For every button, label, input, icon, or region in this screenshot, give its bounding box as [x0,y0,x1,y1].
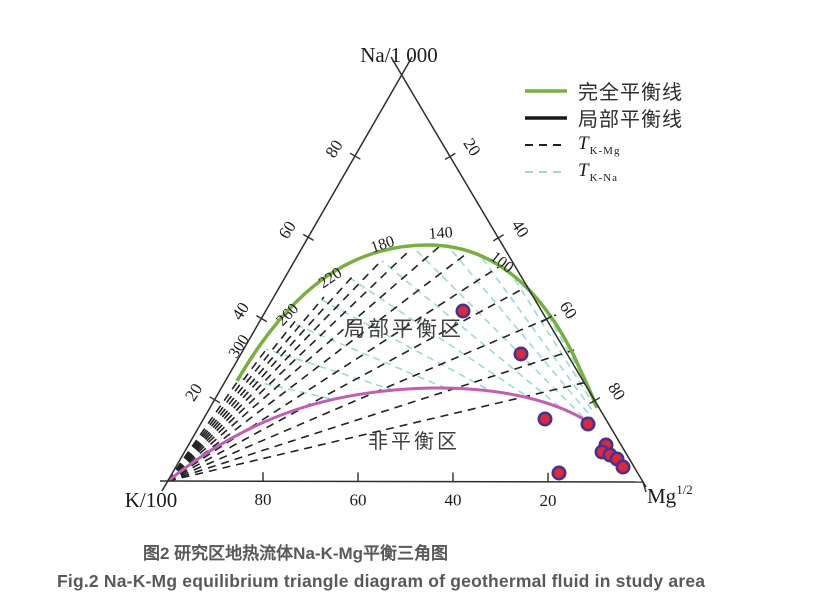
data-point [615,459,631,475]
right-axis-tick [492,234,504,242]
black-dashed-line-swatch [525,143,567,146]
legend-item-full-equilibrium: 完全平衡线 [524,77,683,104]
bottom-axis-tick-label: 20 [540,491,557,510]
bottom-axis-tick-label: 60 [350,490,367,509]
tkmg-isoline [167,314,557,482]
right-axis-tick-label: 40 [508,216,533,241]
right-axis-tick-label: 80 [604,379,629,404]
caption-english: Fig.2 Na-K-Mg equilibrium triangle diagr… [57,571,706,591]
tkna-isoline [509,271,597,469]
tkna-isoline [414,248,597,469]
triangle-left-edge [161,56,413,492]
isotherm-temperature-label: 300 [226,332,253,361]
left-axis-tick-label: 80 [322,136,347,161]
data-point [580,416,596,432]
legend-item-partial-equilibrium: 局部平衡线 [524,104,683,131]
legend-label: TK-Mg [578,133,621,157]
mg-corner-tick [642,481,647,493]
tkmg-isoline [167,260,382,482]
sample-points [455,303,631,481]
left-axis-tick-label: 60 [275,218,300,243]
tkna-isoline [239,377,597,469]
zone-label-non-equilibrium: 非平衡区 [368,430,460,453]
legend-label: 完全平衡线 [578,82,683,104]
tkmg-isotherm-fan [167,245,588,482]
legend-item-tkmg: TK-Mg [524,131,683,158]
caption-chinese: 图2 研究区地热流体Na-K-Mg平衡三角图 [143,544,449,563]
tkmg-isoline [167,276,353,482]
tkmg-isoline [167,265,501,482]
tkmg-isoline [167,349,575,482]
isotherm-temperature-label: 180 [369,233,397,257]
black-solid-line-swatch [525,115,567,120]
isotherm-temperature-label: 140 [428,224,453,243]
full-equilibrium-curve [235,243,599,409]
legend-label: TK-Na [578,160,619,184]
corner-label-mg: Mg1/2 [647,482,693,508]
tkna-isoline [447,245,597,469]
corner-label-k: K/100 [125,488,178,512]
tkna-isoline [291,322,597,469]
data-point [513,346,529,362]
tkmg-isoline [167,381,588,482]
data-point [455,303,471,319]
right-axis-tick [541,315,553,323]
left-axis-tick [209,396,221,404]
left-axis-tick [256,314,268,323]
data-point [551,465,567,481]
data-point [537,411,553,427]
apex-label-na: Na/1 000 [360,43,438,67]
non-equilibrium-boundary-curve [167,386,592,483]
green-solid-line-swatch [525,88,567,93]
tkna-isoline [479,254,597,469]
tkna-isoline [349,277,597,469]
tkmg-isoline [167,250,471,482]
left-axis-tick [349,152,361,160]
zone-label-partial-equilibrium: 局部平衡区 [344,317,464,341]
bottom-axis-tick-label: 40 [445,491,462,510]
left-axis-tick-label: 20 [181,380,206,405]
legend: 完全平衡线 局部平衡线 TK-Mg TK-Na [524,77,683,185]
tkmg-isoline [167,285,529,482]
right-axis-tick-label: 60 [556,298,581,323]
tkmg-isoline [167,296,325,482]
legend-item-tkna: TK-Na [524,158,683,185]
teal-dashed-line-swatch [525,170,567,173]
bottom-axis-tick-label: 80 [255,490,272,509]
left-axis-tick [302,233,314,242]
right-axis-tick [444,152,456,161]
right-axis-tick [589,396,601,405]
triangle-right-edge [390,56,647,488]
right-axis-tick-label: 20 [459,135,484,160]
tkmg-isoline [167,319,297,482]
triangle-bottom-edge [159,480,644,483]
left-axis-tick-label: 40 [228,299,253,324]
legend-label: 局部平衡线 [578,109,683,131]
tkmg-isoline [167,245,441,482]
